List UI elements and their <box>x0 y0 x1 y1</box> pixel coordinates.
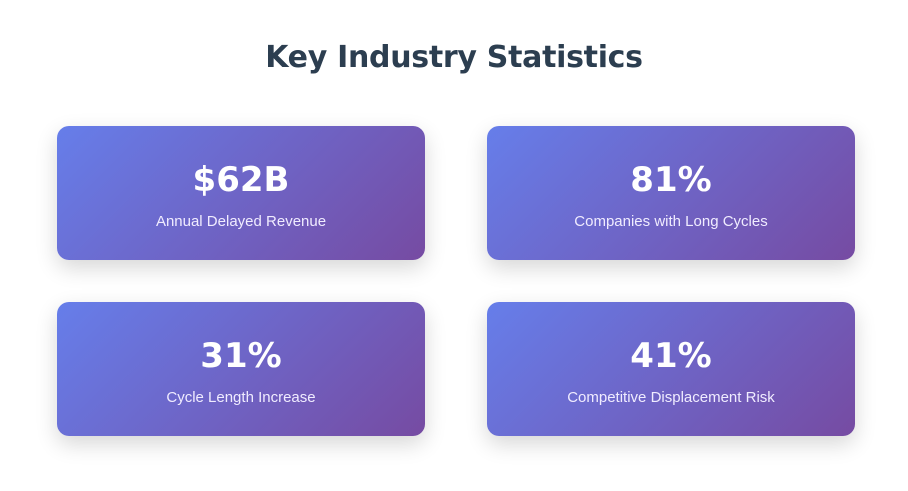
stat-label: Annual Delayed Revenue <box>155 213 327 230</box>
stat-value: 41% <box>630 336 712 376</box>
stat-value: $62B <box>192 160 290 200</box>
stat-card-cycle-length-increase: 31% Cycle Length Increase <box>57 302 425 436</box>
stat-value: 81% <box>630 160 712 200</box>
page-title: Key Industry Statistics <box>265 40 643 75</box>
stat-card-annual-delayed-revenue: $62B Annual Delayed Revenue <box>57 126 425 260</box>
stat-label: Cycle Length Increase <box>166 389 316 406</box>
stat-label: Companies with Long Cycles <box>574 213 768 230</box>
stat-card-companies-with-long-cycles: 81% Companies with Long Cycles <box>487 126 855 260</box>
stat-card-competitive-displacement-risk: 41% Competitive Displacement Risk <box>487 302 855 436</box>
stat-label: Competitive Displacement Risk <box>567 389 775 406</box>
stat-value: 31% <box>200 336 282 376</box>
